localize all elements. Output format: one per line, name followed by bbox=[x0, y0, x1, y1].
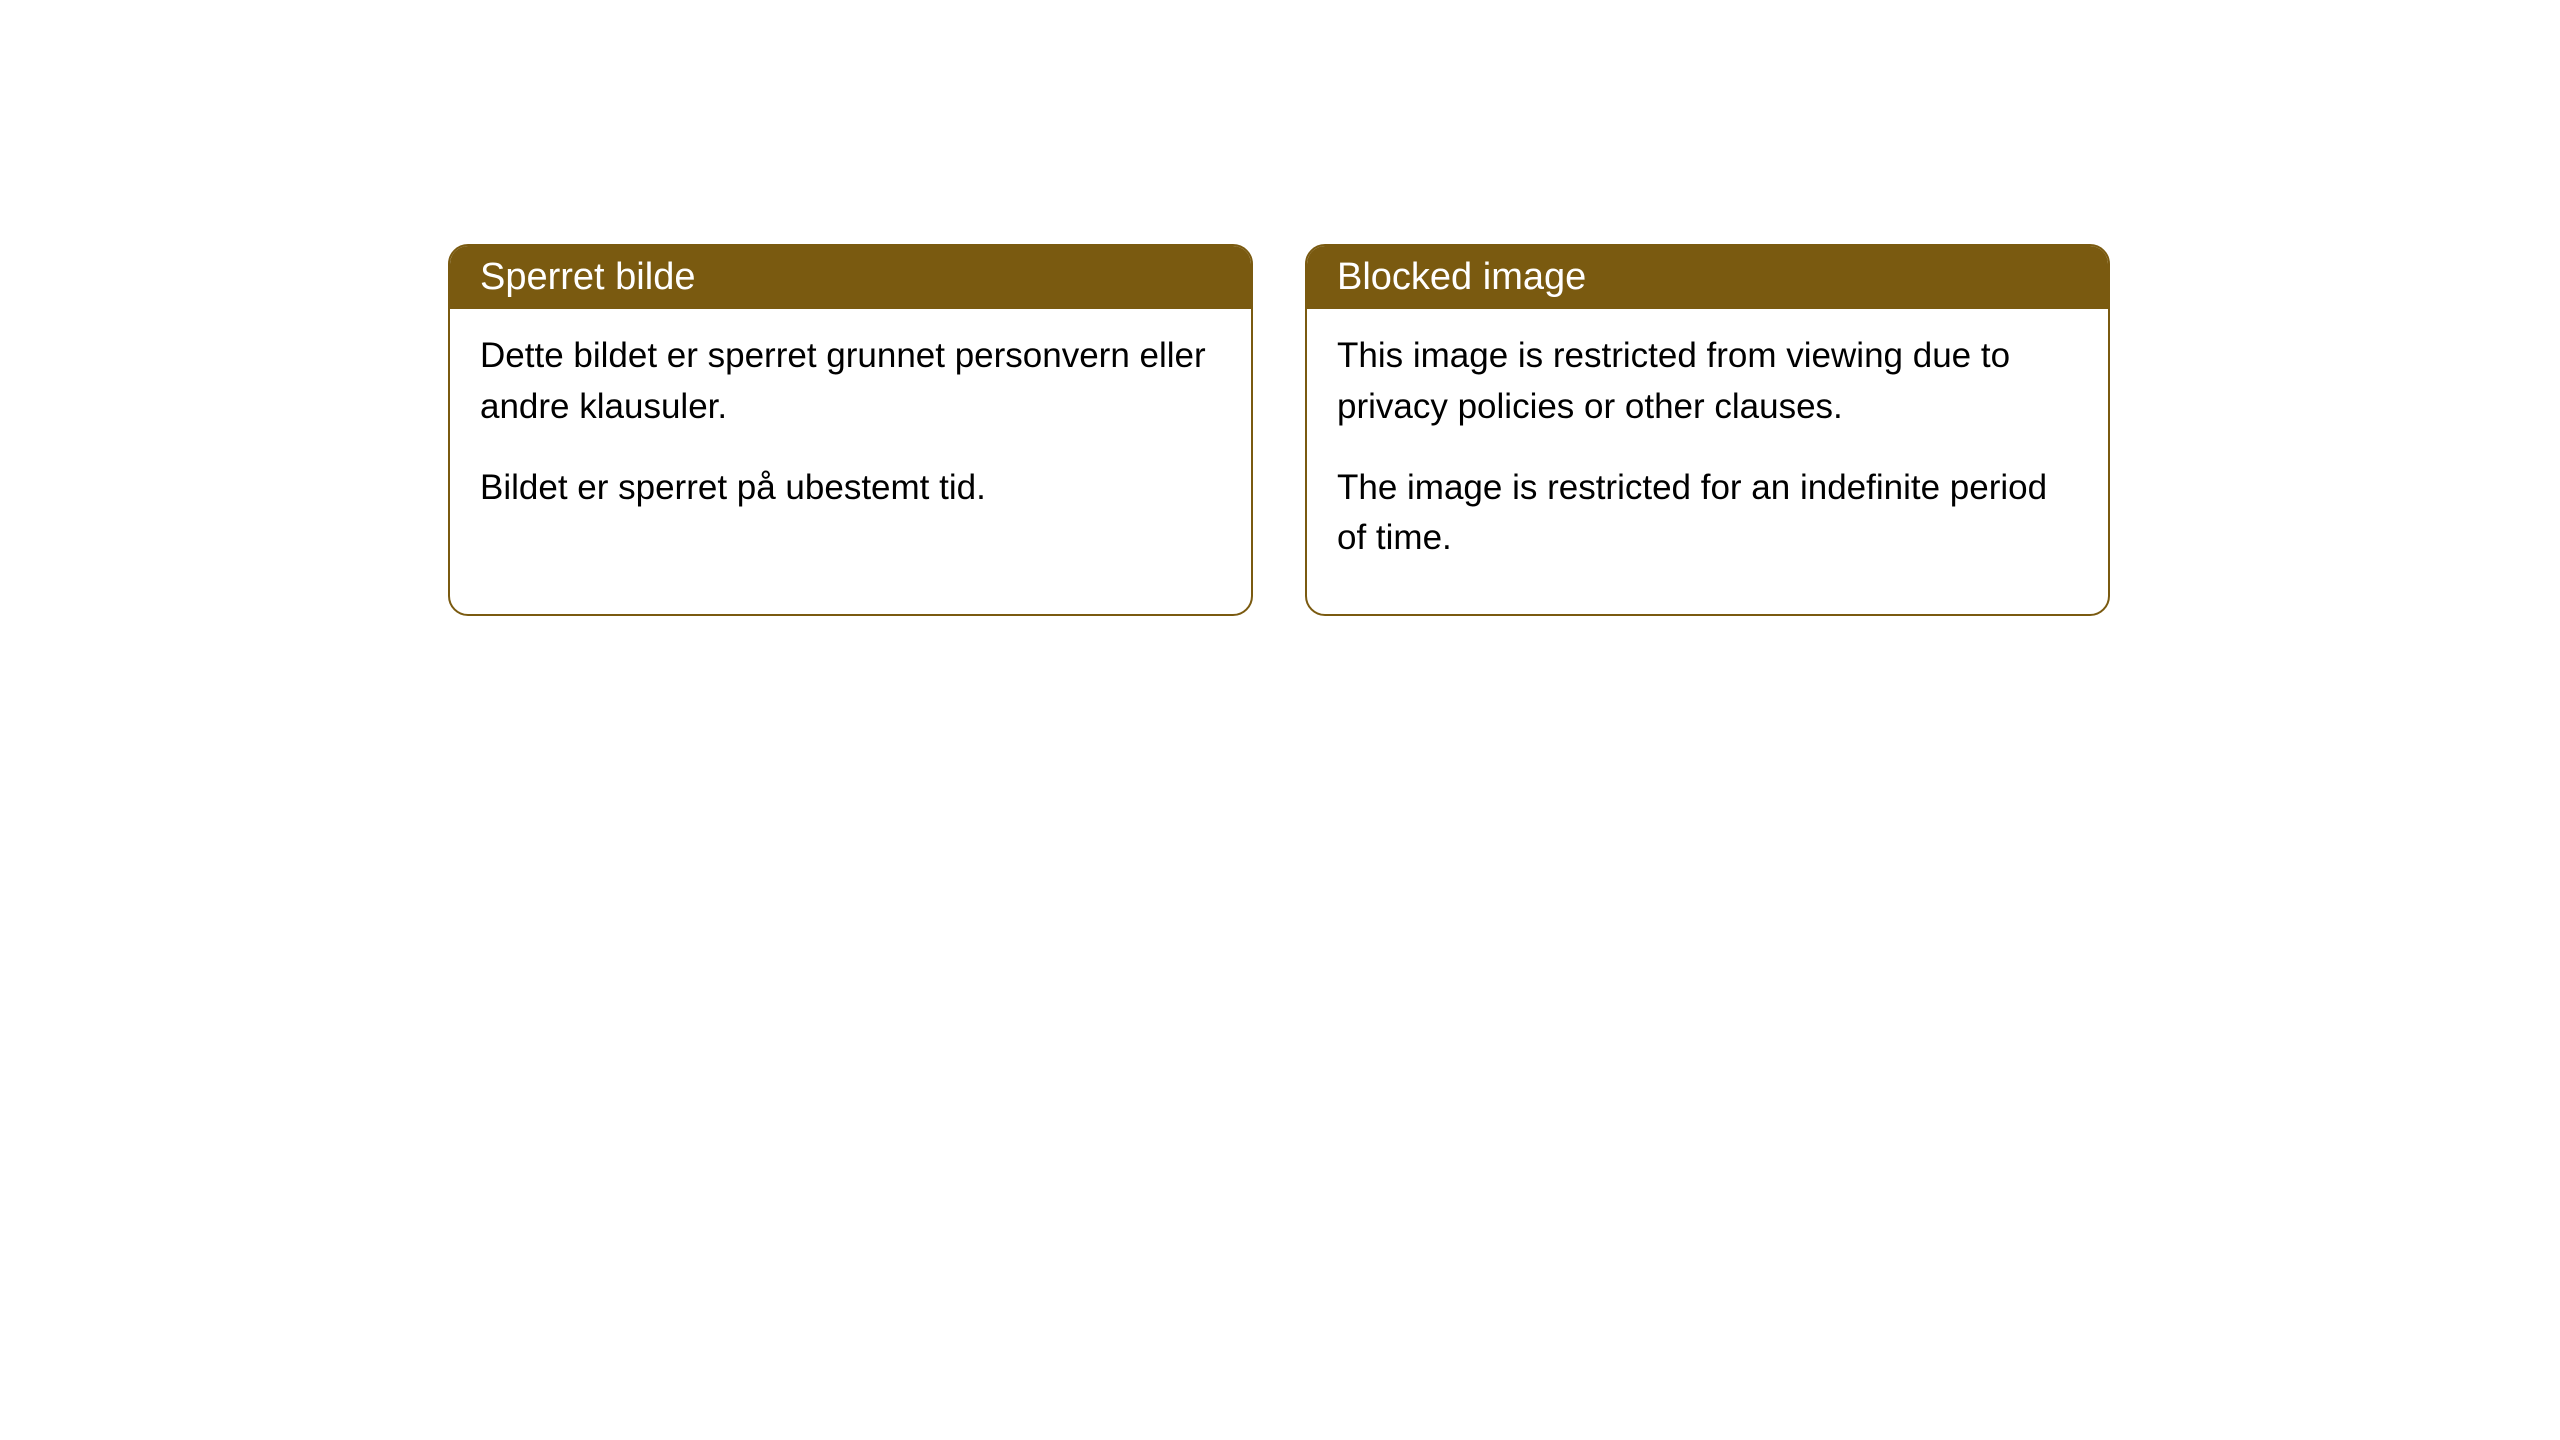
blocked-image-card-norwegian: Sperret bilde Dette bildet er sperret gr… bbox=[448, 244, 1253, 616]
card-text-english-1: This image is restricted from viewing du… bbox=[1337, 331, 2078, 433]
blocked-image-card-english: Blocked image This image is restricted f… bbox=[1305, 244, 2110, 616]
card-title-norwegian: Sperret bilde bbox=[450, 246, 1251, 309]
card-text-norwegian-1: Dette bildet er sperret grunnet personve… bbox=[480, 331, 1221, 433]
card-body-norwegian: Dette bildet er sperret grunnet personve… bbox=[450, 309, 1251, 563]
card-text-norwegian-2: Bildet er sperret på ubestemt tid. bbox=[480, 463, 1221, 514]
card-body-english: This image is restricted from viewing du… bbox=[1307, 309, 2108, 614]
card-text-english-2: The image is restricted for an indefinit… bbox=[1337, 463, 2078, 565]
card-title-english: Blocked image bbox=[1307, 246, 2108, 309]
notice-cards-container: Sperret bilde Dette bildet er sperret gr… bbox=[448, 244, 2110, 616]
